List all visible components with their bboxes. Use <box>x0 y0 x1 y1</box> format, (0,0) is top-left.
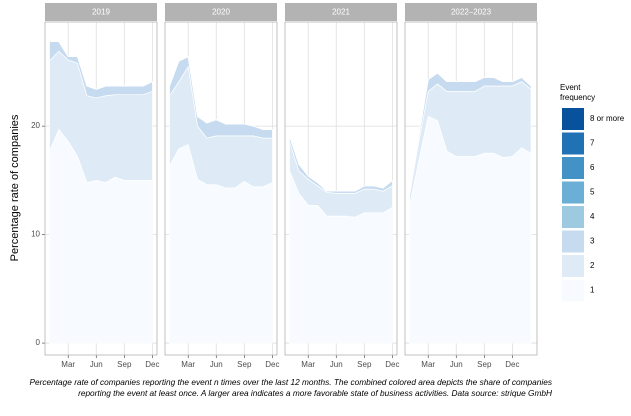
x-tick-label: Mar <box>421 360 435 369</box>
y-tick-label: 10 <box>31 230 40 239</box>
legend-swatch <box>562 157 584 179</box>
x-tick-label: Dec <box>145 360 159 369</box>
x-tick-label: Dec <box>505 360 519 369</box>
area <box>289 135 393 192</box>
x-tick-label: Jun <box>450 360 463 369</box>
y-tick-label: 20 <box>31 121 40 130</box>
x-tick-label: Sep <box>117 360 132 369</box>
legend-label: 7 <box>590 139 595 148</box>
y-axis-title: Percentage rate of companies <box>9 114 21 261</box>
panel-border <box>404 21 538 356</box>
legend-label: 4 <box>590 212 595 221</box>
area <box>409 72 532 192</box>
x-tick-label: Mar <box>301 360 315 369</box>
panel-strip <box>165 3 277 21</box>
legend-title: Event frequency <box>560 83 596 102</box>
panel-strip <box>45 3 157 21</box>
panel-border <box>164 21 278 356</box>
panel-strip <box>405 3 537 21</box>
x-tick-label: Jun <box>210 360 223 369</box>
panel-title: 2019 <box>92 8 110 17</box>
legend-swatch <box>562 132 584 155</box>
caption: Percentage rate of companies reporting t… <box>29 377 552 398</box>
legend-label: 5 <box>590 188 595 197</box>
legend-label: 1 <box>590 286 595 295</box>
legend-swatch <box>562 255 584 277</box>
x-tick-label: Sep <box>357 360 372 369</box>
x-tick-label: Mar <box>181 360 195 369</box>
x-tick-label: Sep <box>477 360 492 369</box>
legend-label: 8 or more <box>590 114 625 123</box>
y-tick-label: 0 <box>36 338 41 347</box>
x-tick-label: Jun <box>90 360 103 369</box>
legend-label: 3 <box>590 237 595 246</box>
panel-title: 2021 <box>332 8 350 17</box>
x-tick-label: Dec <box>385 360 399 369</box>
panel-title: 2020 <box>212 8 230 17</box>
x-tick-label: Sep <box>237 360 252 369</box>
legend-label: 6 <box>590 163 595 172</box>
legend-label: 2 <box>590 261 595 270</box>
panel-strip <box>285 3 397 21</box>
legend-swatch <box>562 206 584 228</box>
legend-swatch <box>562 279 584 302</box>
area <box>49 41 153 90</box>
panel-border <box>284 21 398 356</box>
panel-title: 2022–2023 <box>451 8 492 17</box>
area <box>169 56 273 130</box>
x-tick-label: Mar <box>61 360 75 369</box>
legend-swatch <box>562 230 584 253</box>
x-tick-label: Jun <box>330 360 343 369</box>
legend-swatch <box>562 108 584 130</box>
legend-swatch <box>562 181 584 204</box>
x-tick-label: Dec <box>265 360 279 369</box>
panel-border <box>44 21 158 356</box>
